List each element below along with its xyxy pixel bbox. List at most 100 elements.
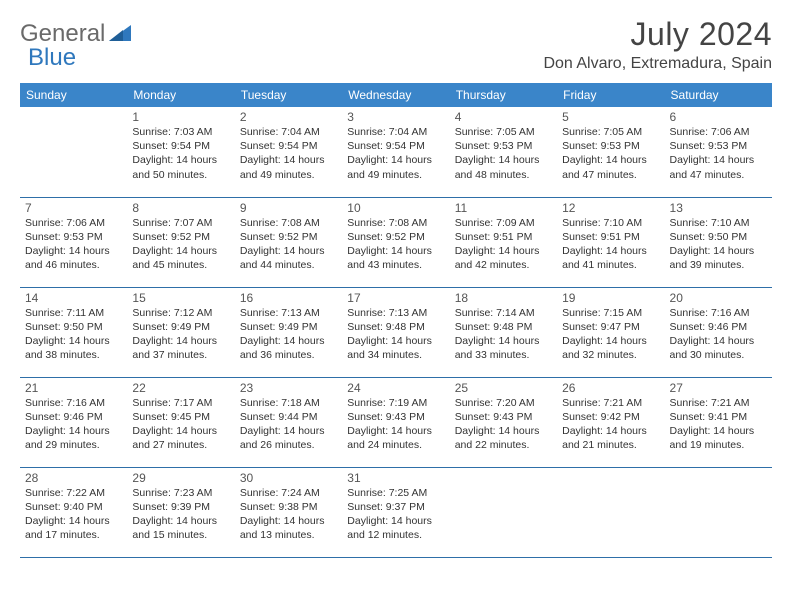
day-number: 2 xyxy=(240,110,337,124)
day-info-line: Sunrise: 7:11 AM xyxy=(25,306,122,320)
day-info-line: Sunset: 9:53 PM xyxy=(25,230,122,244)
day-number: 15 xyxy=(132,291,229,305)
day-number: 12 xyxy=(562,201,659,215)
day-info-line: Sunrise: 7:05 AM xyxy=(455,125,552,139)
day-info-line: Daylight: 14 hours xyxy=(455,244,552,258)
day-info-line: Daylight: 14 hours xyxy=(240,153,337,167)
day-info-line: Daylight: 14 hours xyxy=(132,244,229,258)
day-number: 30 xyxy=(240,471,337,485)
day-number: 9 xyxy=(240,201,337,215)
day-info-line: Sunset: 9:48 PM xyxy=(347,320,444,334)
calendar-week: 14Sunrise: 7:11 AMSunset: 9:50 PMDayligh… xyxy=(20,287,772,377)
day-info-line: Sunrise: 7:25 AM xyxy=(347,486,444,500)
day-info-line: Sunrise: 7:16 AM xyxy=(670,306,767,320)
day-info-line: Sunset: 9:51 PM xyxy=(562,230,659,244)
day-info-line: Sunrise: 7:04 AM xyxy=(347,125,444,139)
calendar-day: 2Sunrise: 7:04 AMSunset: 9:54 PMDaylight… xyxy=(235,107,342,197)
day-info-line: Sunrise: 7:06 AM xyxy=(25,216,122,230)
day-info-line: Daylight: 14 hours xyxy=(562,334,659,348)
day-info-line: Daylight: 14 hours xyxy=(670,334,767,348)
day-number: 7 xyxy=(25,201,122,215)
day-header: Thursday xyxy=(450,83,557,107)
day-info-line: Sunset: 9:38 PM xyxy=(240,500,337,514)
day-info-line: Sunrise: 7:18 AM xyxy=(240,396,337,410)
calendar-day: 3Sunrise: 7:04 AMSunset: 9:54 PMDaylight… xyxy=(342,107,449,197)
calendar-day: 21Sunrise: 7:16 AMSunset: 9:46 PMDayligh… xyxy=(20,377,127,467)
calendar-day: 15Sunrise: 7:12 AMSunset: 9:49 PMDayligh… xyxy=(127,287,234,377)
day-info-line: and 39 minutes. xyxy=(670,258,767,272)
day-info-line: Sunset: 9:52 PM xyxy=(132,230,229,244)
day-info-line: Sunrise: 7:23 AM xyxy=(132,486,229,500)
calendar-day: 31Sunrise: 7:25 AMSunset: 9:37 PMDayligh… xyxy=(342,467,449,557)
day-info-line: Sunrise: 7:08 AM xyxy=(240,216,337,230)
day-info-line: Sunset: 9:50 PM xyxy=(670,230,767,244)
calendar-day: 27Sunrise: 7:21 AMSunset: 9:41 PMDayligh… xyxy=(665,377,772,467)
calendar-day: 20Sunrise: 7:16 AMSunset: 9:46 PMDayligh… xyxy=(665,287,772,377)
day-info-line: Sunrise: 7:15 AM xyxy=(562,306,659,320)
day-info-line: Daylight: 14 hours xyxy=(455,334,552,348)
calendar-day: 22Sunrise: 7:17 AMSunset: 9:45 PMDayligh… xyxy=(127,377,234,467)
day-number: 19 xyxy=(562,291,659,305)
calendar-day: 26Sunrise: 7:21 AMSunset: 9:42 PMDayligh… xyxy=(557,377,664,467)
day-info-line: Daylight: 14 hours xyxy=(670,424,767,438)
day-info-line: Sunrise: 7:06 AM xyxy=(670,125,767,139)
calendar-day-empty xyxy=(557,467,664,557)
day-header: Wednesday xyxy=(342,83,449,107)
day-number: 13 xyxy=(670,201,767,215)
day-info-line: Daylight: 14 hours xyxy=(132,514,229,528)
day-info-line: and 49 minutes. xyxy=(347,168,444,182)
day-number: 26 xyxy=(562,381,659,395)
calendar-week: 28Sunrise: 7:22 AMSunset: 9:40 PMDayligh… xyxy=(20,467,772,557)
day-info-line: Sunset: 9:53 PM xyxy=(670,139,767,153)
day-header: Monday xyxy=(127,83,234,107)
day-info-line: Sunrise: 7:07 AM xyxy=(132,216,229,230)
day-header-row: SundayMondayTuesdayWednesdayThursdayFrid… xyxy=(20,83,772,107)
day-info-line: Sunrise: 7:13 AM xyxy=(240,306,337,320)
day-info-line: Daylight: 14 hours xyxy=(132,153,229,167)
calendar-day: 16Sunrise: 7:13 AMSunset: 9:49 PMDayligh… xyxy=(235,287,342,377)
day-info-line: Sunrise: 7:10 AM xyxy=(562,216,659,230)
day-number: 10 xyxy=(347,201,444,215)
day-info-line: and 15 minutes. xyxy=(132,528,229,542)
day-number: 18 xyxy=(455,291,552,305)
day-info-line: and 46 minutes. xyxy=(25,258,122,272)
day-info-line: Daylight: 14 hours xyxy=(562,424,659,438)
day-info-line: Sunset: 9:53 PM xyxy=(562,139,659,153)
day-number: 24 xyxy=(347,381,444,395)
day-header: Tuesday xyxy=(235,83,342,107)
day-info-line: Sunset: 9:52 PM xyxy=(347,230,444,244)
day-info-line: Sunset: 9:53 PM xyxy=(455,139,552,153)
day-info-line: Daylight: 14 hours xyxy=(132,424,229,438)
day-number: 22 xyxy=(132,381,229,395)
day-info-line: Sunrise: 7:13 AM xyxy=(347,306,444,320)
day-info-line: Sunset: 9:54 PM xyxy=(347,139,444,153)
month-title: July 2024 xyxy=(543,16,772,53)
day-number: 20 xyxy=(670,291,767,305)
day-info-line: and 30 minutes. xyxy=(670,348,767,362)
day-number: 28 xyxy=(25,471,122,485)
day-info-line: and 21 minutes. xyxy=(562,438,659,452)
day-info-line: and 34 minutes. xyxy=(347,348,444,362)
calendar-day: 14Sunrise: 7:11 AMSunset: 9:50 PMDayligh… xyxy=(20,287,127,377)
day-info-line: Sunrise: 7:19 AM xyxy=(347,396,444,410)
day-info-line: Sunrise: 7:17 AM xyxy=(132,396,229,410)
day-number: 11 xyxy=(455,201,552,215)
day-info-line: Sunrise: 7:12 AM xyxy=(132,306,229,320)
day-number: 1 xyxy=(132,110,229,124)
day-info-line: Sunset: 9:52 PM xyxy=(240,230,337,244)
day-info-line: Daylight: 14 hours xyxy=(25,514,122,528)
day-info-line: Sunset: 9:46 PM xyxy=(670,320,767,334)
day-info-line: and 22 minutes. xyxy=(455,438,552,452)
day-info-line: and 17 minutes. xyxy=(25,528,122,542)
day-info-line: and 13 minutes. xyxy=(240,528,337,542)
day-info-line: Sunrise: 7:20 AM xyxy=(455,396,552,410)
calendar-day: 29Sunrise: 7:23 AMSunset: 9:39 PMDayligh… xyxy=(127,467,234,557)
calendar-day: 11Sunrise: 7:09 AMSunset: 9:51 PMDayligh… xyxy=(450,197,557,287)
day-info-line: and 38 minutes. xyxy=(25,348,122,362)
day-number: 29 xyxy=(132,471,229,485)
day-info-line: Sunrise: 7:05 AM xyxy=(562,125,659,139)
day-info-line: Sunset: 9:42 PM xyxy=(562,410,659,424)
calendar-day: 17Sunrise: 7:13 AMSunset: 9:48 PMDayligh… xyxy=(342,287,449,377)
day-info-line: Sunrise: 7:08 AM xyxy=(347,216,444,230)
day-info-line: Sunset: 9:39 PM xyxy=(132,500,229,514)
